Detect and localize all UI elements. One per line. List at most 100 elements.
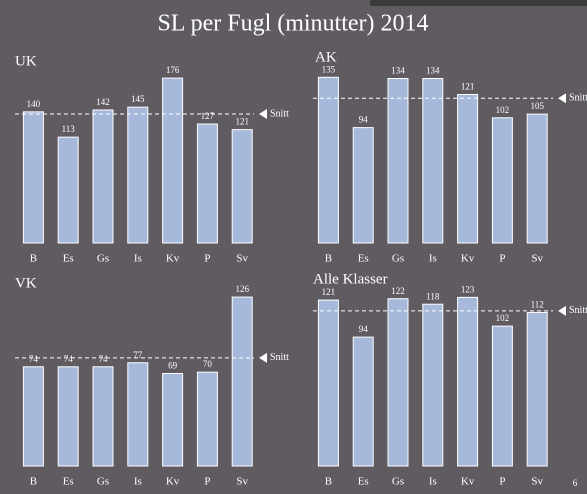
- bar: [22, 111, 44, 244]
- header-box: [370, 0, 587, 6]
- bar: [127, 362, 149, 467]
- x-tick-label: Is: [134, 476, 142, 488]
- reference-label: Snitt: [270, 108, 289, 119]
- x-tick-label: Is: [134, 253, 142, 265]
- value-label: 69: [168, 361, 178, 371]
- x-tick-label: P: [499, 476, 505, 488]
- x-tick-label: Gs: [392, 253, 404, 265]
- value-label: 134: [391, 66, 405, 76]
- value-label: 121: [235, 117, 249, 127]
- x-tick-label: Kv: [461, 253, 475, 265]
- x-tick-label: Is: [429, 253, 437, 265]
- value-label: 113: [62, 124, 76, 134]
- value-label: 122: [391, 286, 405, 296]
- value-label: 94: [359, 324, 369, 334]
- value-label: 134: [426, 66, 440, 76]
- x-tick-label: P: [204, 253, 210, 265]
- x-tick-label: Kv: [166, 253, 180, 265]
- x-tick-label: Kv: [461, 476, 475, 488]
- x-tick-label: B: [325, 476, 332, 488]
- x-tick-label: Es: [358, 476, 369, 488]
- panel-title: AK: [315, 49, 337, 65]
- x-tick-label: Es: [63, 253, 74, 265]
- bar: [352, 127, 374, 244]
- value-label: 105: [530, 101, 544, 111]
- reference-arrow: [558, 93, 566, 104]
- x-tick-label: Is: [429, 476, 437, 488]
- bar: [57, 136, 79, 244]
- panel-title: Alle Klasser: [313, 271, 388, 287]
- bar: [457, 93, 479, 244]
- reference-arrow: [259, 352, 267, 363]
- bar: [231, 296, 253, 467]
- value-label: 102: [496, 313, 510, 323]
- bar: [526, 113, 548, 244]
- x-tick-label: Sv: [236, 476, 248, 488]
- bar: [317, 76, 339, 244]
- bar: [196, 371, 218, 467]
- x-tick-label: Es: [358, 253, 369, 265]
- x-tick-label: Sv: [531, 476, 543, 488]
- bar: [387, 78, 409, 244]
- x-tick-label: B: [30, 253, 37, 265]
- bar: [457, 296, 479, 467]
- x-tick-label: Kv: [166, 476, 180, 488]
- bar: [491, 325, 513, 467]
- panel-title: UK: [15, 53, 37, 69]
- bar: [162, 372, 184, 467]
- value-label: 142: [96, 97, 110, 107]
- value-label: 77: [133, 350, 143, 360]
- value-label: 140: [27, 99, 41, 109]
- value-label: 74: [64, 354, 74, 364]
- slide-title: SL per Fugl (minutter) 2014: [157, 11, 428, 37]
- value-label: 121: [322, 287, 336, 297]
- reference-arrow: [558, 305, 566, 316]
- bar: [92, 366, 114, 467]
- value-label: 145: [131, 94, 145, 104]
- x-tick-label: Gs: [97, 253, 109, 265]
- bar: [196, 123, 218, 244]
- x-tick-label: Gs: [392, 476, 404, 488]
- x-tick-label: Sv: [531, 253, 543, 265]
- bar: [317, 299, 339, 467]
- bar: [57, 366, 79, 467]
- bar: [352, 336, 374, 467]
- value-label: 123: [461, 284, 475, 294]
- value-label: 127: [201, 111, 215, 121]
- value-label: 118: [426, 291, 440, 301]
- bar: [22, 366, 44, 467]
- x-tick-label: B: [325, 253, 332, 265]
- bar: [92, 109, 114, 244]
- x-tick-label: P: [499, 253, 505, 265]
- value-label: 176: [166, 65, 180, 75]
- value-label: 74: [99, 354, 109, 364]
- bar: [491, 117, 513, 244]
- value-label: 121: [461, 82, 475, 92]
- value-label: 102: [496, 105, 510, 115]
- x-tick-label: Gs: [97, 476, 109, 488]
- reference-label: Snitt: [569, 305, 587, 316]
- bar: [526, 311, 548, 467]
- x-tick-label: B: [30, 476, 37, 488]
- reference-label: Snitt: [569, 93, 587, 104]
- bar: [162, 77, 184, 244]
- value-label: 94: [359, 115, 369, 125]
- bar: [387, 298, 409, 467]
- bar: [422, 303, 444, 467]
- reference-label: Snitt: [270, 352, 289, 363]
- value-label: 126: [235, 284, 249, 294]
- bar: [231, 129, 253, 244]
- value-label: 135: [322, 64, 336, 74]
- bar: [127, 106, 149, 244]
- value-label: 70: [203, 359, 213, 369]
- page-number: 6: [573, 478, 578, 488]
- x-tick-label: P: [204, 476, 210, 488]
- reference-arrow: [259, 108, 267, 119]
- x-tick-label: Es: [63, 476, 74, 488]
- x-tick-label: Sv: [236, 253, 248, 265]
- panel-title: VK: [15, 275, 37, 291]
- value-label: 74: [29, 354, 39, 364]
- bar: [422, 78, 444, 244]
